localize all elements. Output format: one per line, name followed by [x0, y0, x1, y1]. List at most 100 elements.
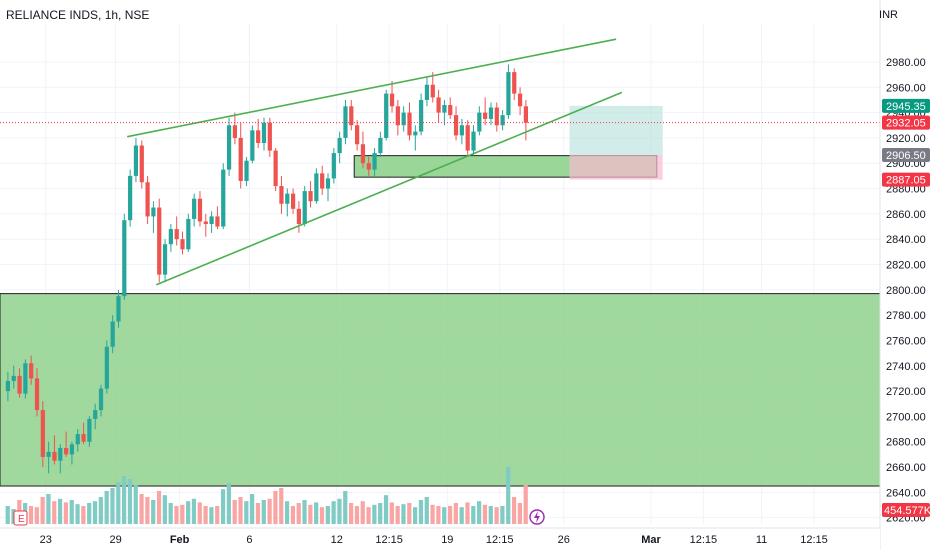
candle — [122, 220, 127, 297]
volume-bar — [98, 497, 103, 524]
candle — [23, 363, 28, 394]
candle — [424, 84, 430, 100]
candle — [436, 97, 441, 113]
candle — [46, 451, 51, 457]
candle — [395, 106, 400, 126]
volume-bar — [186, 501, 191, 524]
price-badge — [882, 98, 930, 113]
volume-badge-label: 454.577K — [884, 505, 932, 517]
candle — [162, 244, 168, 275]
candle — [238, 137, 243, 181]
support-zone — [0, 293, 881, 487]
candle — [145, 182, 150, 217]
candle — [52, 451, 57, 461]
bolt-icon — [534, 511, 540, 523]
price-badge-label: 2887.05 — [886, 175, 926, 187]
candle — [244, 160, 249, 181]
volume-bar — [308, 504, 313, 524]
candle — [186, 218, 191, 250]
x-tick-label: 29 — [109, 534, 121, 546]
x-tick-label: 12 — [331, 534, 343, 546]
volume-bar — [477, 501, 482, 524]
volume-bar — [57, 498, 63, 524]
price-badge-label: 2906.50 — [886, 150, 926, 162]
earnings-icon-letter: E — [18, 514, 25, 525]
candle — [517, 93, 523, 107]
time-axis — [0, 528, 880, 550]
y-tick-label: 2960.00 — [886, 82, 926, 94]
volume-bar — [87, 503, 92, 524]
candle — [512, 72, 517, 94]
volume-bar — [191, 498, 197, 524]
x-tick-label: 19 — [441, 534, 453, 546]
candle — [226, 125, 232, 170]
candle — [302, 191, 307, 224]
candle — [453, 115, 459, 136]
candle — [506, 72, 511, 116]
candle — [378, 137, 383, 154]
candle — [116, 296, 121, 322]
y-tick-label: 2720.00 — [886, 386, 926, 398]
volume-bar — [28, 506, 34, 524]
volume-bar — [488, 506, 493, 524]
candle — [261, 122, 267, 143]
price-badge — [882, 172, 930, 187]
volume-bar — [465, 502, 470, 524]
volume-bar — [314, 502, 319, 524]
earnings-icon — [13, 510, 28, 526]
volume-bar — [325, 506, 330, 524]
volume-bar — [331, 501, 336, 524]
price-badge-label: 2945.35 — [886, 101, 926, 113]
y-tick-label: 2660.00 — [886, 462, 926, 474]
volume-bar — [226, 483, 231, 524]
volume-bar — [250, 494, 255, 524]
volume-bar — [255, 503, 261, 524]
candle — [75, 434, 80, 445]
y-tick-label: 2800.00 — [886, 285, 926, 297]
candle — [29, 363, 34, 379]
y-tick-label: 2780.00 — [886, 310, 926, 322]
volume-bar — [389, 502, 394, 524]
volume-bar — [40, 497, 45, 524]
volume-bar — [139, 494, 144, 524]
volume-bar — [174, 506, 179, 524]
candle — [442, 105, 447, 113]
y-tick-label: 2740.00 — [886, 361, 926, 373]
volume-bar — [284, 501, 290, 524]
x-tick-label: 12:15 — [690, 534, 718, 546]
candle — [325, 178, 331, 189]
volume-bar — [261, 500, 266, 524]
volume-bar — [168, 503, 173, 524]
candle — [366, 163, 371, 170]
volume-bar — [197, 502, 202, 524]
x-tick-label: 12:15 — [800, 534, 828, 546]
volume-bar — [407, 503, 412, 524]
candle — [494, 107, 499, 126]
volume-bar — [232, 500, 237, 524]
candle — [483, 112, 488, 119]
symbol-title: RELIANCE INDS, 1h, NSE — [6, 8, 150, 22]
candle — [69, 444, 75, 455]
volume-bar — [34, 507, 39, 524]
candle — [180, 239, 185, 250]
price-axis — [880, 0, 932, 550]
candle — [104, 346, 109, 389]
volume-bar — [494, 507, 499, 524]
volume-bar — [506, 467, 511, 524]
candle — [320, 173, 325, 189]
volume-bar — [354, 506, 360, 524]
trendline-upper — [127, 38, 617, 138]
volume-bar — [319, 507, 325, 524]
candle — [384, 93, 389, 138]
price-badge — [882, 148, 930, 163]
volume-bar — [116, 482, 121, 524]
candle — [58, 448, 63, 461]
currency-label[interactable]: INR — [879, 9, 898, 21]
candle — [290, 193, 296, 209]
volume-bar — [383, 495, 389, 524]
volume-bar — [418, 500, 424, 524]
candle — [174, 229, 179, 240]
candle — [401, 112, 406, 126]
candle — [197, 198, 203, 222]
